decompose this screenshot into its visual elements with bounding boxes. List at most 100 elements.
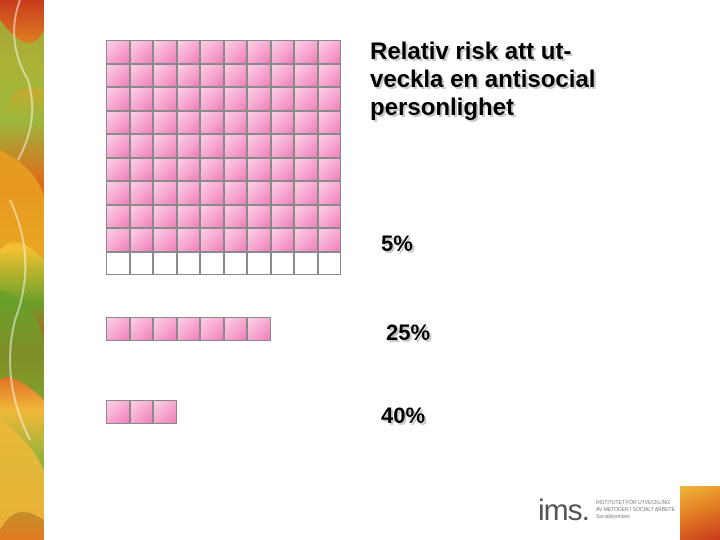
empty-cell xyxy=(200,251,224,275)
filled-cell xyxy=(129,157,153,181)
filled-cell xyxy=(294,87,318,111)
slide-title: Relativ risk att ut- veckla en antisocia… xyxy=(370,38,596,121)
filled-cell xyxy=(153,40,177,64)
filled-cell xyxy=(223,181,247,205)
filled-cell xyxy=(106,40,130,64)
risk-grid-25-percent xyxy=(106,317,271,341)
filled-cell xyxy=(106,110,130,134)
filled-cell xyxy=(106,317,130,341)
filled-cell xyxy=(153,63,177,87)
filled-cell xyxy=(294,134,318,158)
filled-cell xyxy=(106,228,130,252)
label-25-percent: 25% xyxy=(386,320,431,345)
empty-cell xyxy=(294,251,318,275)
label-5-percent: 5% xyxy=(381,231,413,256)
filled-cell xyxy=(223,63,247,87)
filled-cell xyxy=(153,87,177,111)
filled-cell xyxy=(294,110,318,134)
filled-cell xyxy=(176,204,200,228)
filled-cell xyxy=(200,134,224,158)
filled-cell xyxy=(129,204,153,228)
filled-cell xyxy=(247,40,271,64)
filled-cell xyxy=(317,63,341,87)
filled-cell xyxy=(317,40,341,64)
filled-cell xyxy=(176,228,200,252)
filled-cell xyxy=(129,110,153,134)
filled-cell xyxy=(153,157,177,181)
filled-cell xyxy=(317,228,341,252)
filled-cell xyxy=(200,317,224,341)
filled-cell xyxy=(176,40,200,64)
filled-cell xyxy=(129,400,153,424)
filled-cell xyxy=(294,40,318,64)
filled-cell xyxy=(129,87,153,111)
empty-cell xyxy=(106,251,130,275)
filled-cell xyxy=(223,228,247,252)
filled-cell xyxy=(223,204,247,228)
empty-cell xyxy=(270,251,294,275)
filled-cell xyxy=(270,134,294,158)
filled-cell xyxy=(176,317,200,341)
filled-cell xyxy=(317,181,341,205)
filled-cell xyxy=(317,204,341,228)
filled-cell xyxy=(129,317,153,341)
filled-cell xyxy=(153,400,177,424)
filled-cell xyxy=(153,204,177,228)
filled-cell xyxy=(106,63,130,87)
ims-logo: ims. xyxy=(538,494,590,527)
filled-cell xyxy=(106,181,130,205)
filled-cell xyxy=(270,87,294,111)
decorative-art-strip xyxy=(0,0,44,540)
filled-cell xyxy=(223,87,247,111)
filled-cell xyxy=(129,134,153,158)
filled-cell xyxy=(270,110,294,134)
filled-cell xyxy=(200,87,224,111)
filled-cell xyxy=(200,157,224,181)
filled-cell xyxy=(106,87,130,111)
filled-cell xyxy=(294,204,318,228)
filled-cell xyxy=(294,63,318,87)
filled-cell xyxy=(200,204,224,228)
empty-cell xyxy=(129,251,153,275)
filled-cell xyxy=(129,63,153,87)
filled-cell xyxy=(200,110,224,134)
filled-cell xyxy=(223,40,247,64)
filled-cell xyxy=(153,228,177,252)
filled-cell xyxy=(200,40,224,64)
filled-cell xyxy=(200,228,224,252)
filled-cell xyxy=(176,63,200,87)
filled-cell xyxy=(176,87,200,111)
filled-cell xyxy=(294,157,318,181)
filled-cell xyxy=(223,157,247,181)
filled-cell xyxy=(247,317,271,341)
filled-cell xyxy=(247,204,271,228)
filled-cell xyxy=(153,181,177,205)
filled-cell xyxy=(294,181,318,205)
filled-cell xyxy=(129,181,153,205)
filled-cell xyxy=(176,110,200,134)
filled-cell xyxy=(129,228,153,252)
filled-cell xyxy=(270,228,294,252)
filled-cell xyxy=(106,134,130,158)
label-40-percent: 40% xyxy=(381,403,426,428)
filled-cell xyxy=(270,204,294,228)
filled-cell xyxy=(223,134,247,158)
filled-cell xyxy=(294,228,318,252)
filled-cell xyxy=(223,110,247,134)
filled-cell xyxy=(106,400,130,424)
empty-cell xyxy=(153,251,177,275)
filled-cell xyxy=(106,204,130,228)
filled-cell xyxy=(317,134,341,158)
filled-cell xyxy=(129,40,153,64)
filled-cell xyxy=(270,40,294,64)
filled-cell xyxy=(176,134,200,158)
empty-cell xyxy=(247,251,271,275)
risk-grid-40-percent xyxy=(106,400,177,424)
filled-cell xyxy=(270,181,294,205)
filled-cell xyxy=(270,157,294,181)
filled-cell xyxy=(247,181,271,205)
filled-cell xyxy=(223,317,247,341)
filled-cell xyxy=(176,181,200,205)
filled-cell xyxy=(247,63,271,87)
filled-cell xyxy=(106,157,130,181)
